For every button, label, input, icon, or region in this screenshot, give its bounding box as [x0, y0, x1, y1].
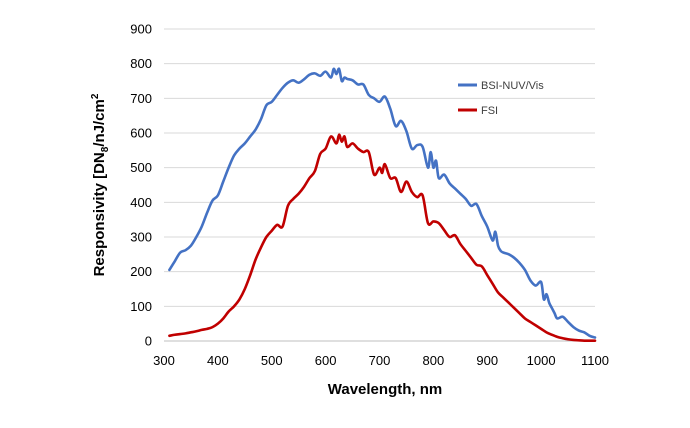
legend-label-fsi: FSI	[481, 105, 498, 117]
x-tick-label: 700	[369, 353, 391, 368]
y-axis-title: Responsivity [DN8/nJ/cm2	[90, 93, 111, 276]
x-tick-label: 900	[476, 353, 498, 368]
y-tick-label: 100	[130, 299, 152, 314]
legend: BSI-NUV/Vis FSI	[458, 80, 544, 117]
series-line-fsi	[168, 133, 597, 342]
x-tick-label: 800	[423, 353, 445, 368]
y-axis-title-prefix: Responsivity [DN	[91, 152, 108, 276]
x-tick-labels: 300 400 500 600 700 800 900 1000 1100	[153, 353, 609, 368]
x-tick-label: 300	[153, 353, 175, 368]
y-tick-label: 900	[130, 22, 152, 37]
x-tick-label: 600	[315, 353, 337, 368]
y-tick-label: 600	[130, 126, 152, 141]
x-tick-label: 1000	[527, 353, 556, 368]
legend-label-bsi-nuv-vis: BSI-NUV/Vis	[481, 80, 544, 92]
y-axis-title-subscript: 8	[100, 146, 111, 152]
data-series	[168, 67, 597, 342]
y-tick-label: 800	[130, 56, 152, 71]
y-tick-label: 0	[145, 334, 152, 349]
x-tick-label: 400	[207, 353, 229, 368]
y-axis-title-superscript: 2	[90, 93, 101, 99]
y-tick-labels: 0 100 200 300 400 500 600 700 800 900	[130, 22, 152, 349]
x-tick-label: 1100	[581, 353, 609, 368]
x-tick-label: 500	[261, 353, 283, 368]
y-tick-label: 200	[130, 264, 152, 279]
y-tick-label: 500	[130, 160, 152, 175]
y-tick-label: 300	[130, 230, 152, 245]
x-axis-title: Wavelength, nm	[328, 381, 442, 398]
y-tick-label: 700	[130, 91, 152, 106]
y-axis-title-middle: /nJ/cm	[91, 99, 108, 147]
y-tick-label: 400	[130, 195, 152, 210]
series-line-bsi-nuv-vis	[168, 67, 597, 339]
